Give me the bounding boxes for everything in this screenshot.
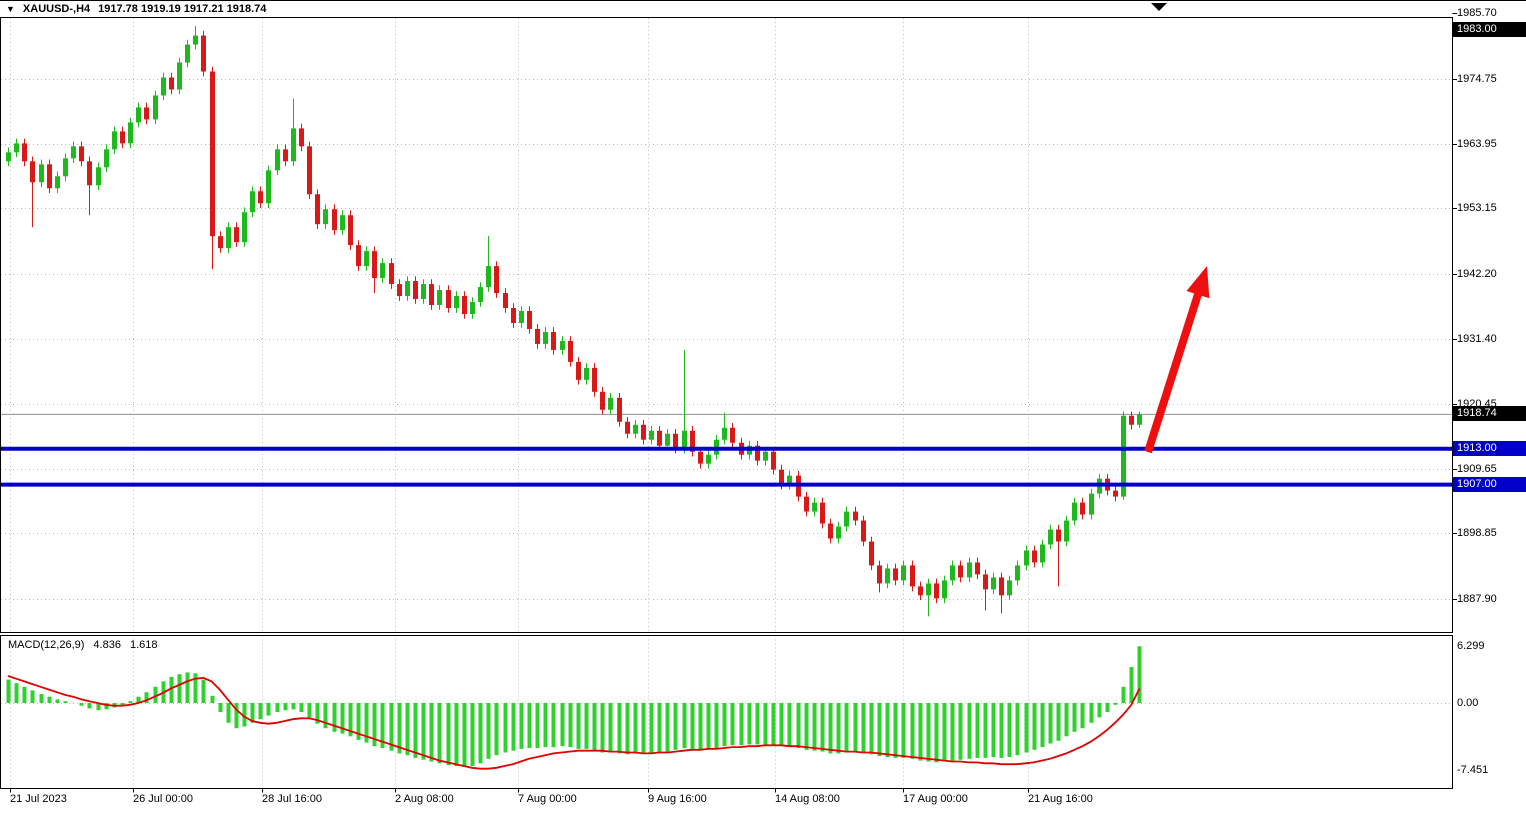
price-tick-label: 1942.20 — [1457, 267, 1497, 280]
macd-tick-label: 0.00 — [1457, 697, 1479, 709]
gridlines — [1, 13, 1457, 793]
resistance-price-badge: 1913.00 — [1453, 440, 1526, 456]
macd-signal-value: 1.618 — [129, 639, 158, 651]
chart-menu-icon[interactable]: ▼ — [6, 4, 15, 14]
macd-tick-label: -7.451 — [1457, 764, 1489, 777]
time-tick-label: 17 Aug 00:00 — [903, 793, 968, 805]
price-axis[interactable]: 1985.70 1974.75 1963.95 1953.15 1942.20 1931.… — [1453, 0, 1526, 790]
chart-title-symbol: XAUUSD-,H4 — [22, 3, 91, 15]
macd-name: MACD(12,26,9) — [8, 639, 85, 651]
macd-panel-border — [0, 635, 1453, 789]
time-tick-label: 2 Aug 08:00 — [395, 793, 454, 805]
chart-title-ohlc: 1917.78 1919.19 1917.21 1918.74 — [98, 3, 267, 15]
time-tick-label: 26 Jul 00:00 — [133, 793, 193, 805]
time-tick-label: 14 Aug 08:00 — [775, 793, 840, 805]
chart-title-bar: ▼ XAUUSD-,H4 1917.78 1919.19 1917.21 191… — [6, 2, 266, 16]
time-tick-label: 7 Aug 00:00 — [518, 793, 577, 805]
macd-indicator-label: MACD(12,26,9) 4.836 1.618 — [8, 639, 157, 651]
time-tick-label: 21 Aug 16:00 — [1028, 793, 1093, 805]
time-tick-label: 28 Jul 16:00 — [262, 793, 322, 805]
high-price-badge: 1983.00 — [1453, 21, 1526, 37]
time-tick-label: 9 Aug 16:00 — [648, 793, 707, 805]
macd-histogram — [6, 646, 1142, 767]
chart-shift-marker-icon[interactable] — [1151, 3, 1167, 11]
price-tick-label: 1985.70 — [1457, 7, 1497, 20]
time-axis[interactable]: 21 Jul 2023 26 Jul 00:00 28 Jul 16:00 2 Aug… — [0, 789, 1452, 813]
support-price-badge: 1907.00 — [1453, 476, 1526, 492]
candlesticks — [6, 26, 1142, 617]
price-tick-label: 1898.85 — [1457, 527, 1497, 540]
price-tick-label: 1931.40 — [1457, 332, 1497, 345]
macd-tick-label: 6.299 — [1457, 640, 1485, 653]
last-price-badge: 1918.74 — [1453, 406, 1526, 422]
macd-main-value: 4.836 — [93, 639, 121, 651]
trend-arrow[interactable] — [1144, 266, 1210, 454]
price-tick-label: 1887.90 — [1457, 592, 1497, 605]
price-tick-label: 1963.95 — [1457, 137, 1497, 150]
price-tick-label: 1974.75 — [1457, 73, 1497, 85]
price-tick-label: 1953.15 — [1457, 202, 1497, 215]
price-tick-label: 1909.65 — [1457, 462, 1497, 475]
main-panel-border — [0, 17, 1453, 633]
macd-signal-line — [7, 675, 1141, 770]
time-tick-label: 21 Jul 2023 — [10, 793, 67, 805]
